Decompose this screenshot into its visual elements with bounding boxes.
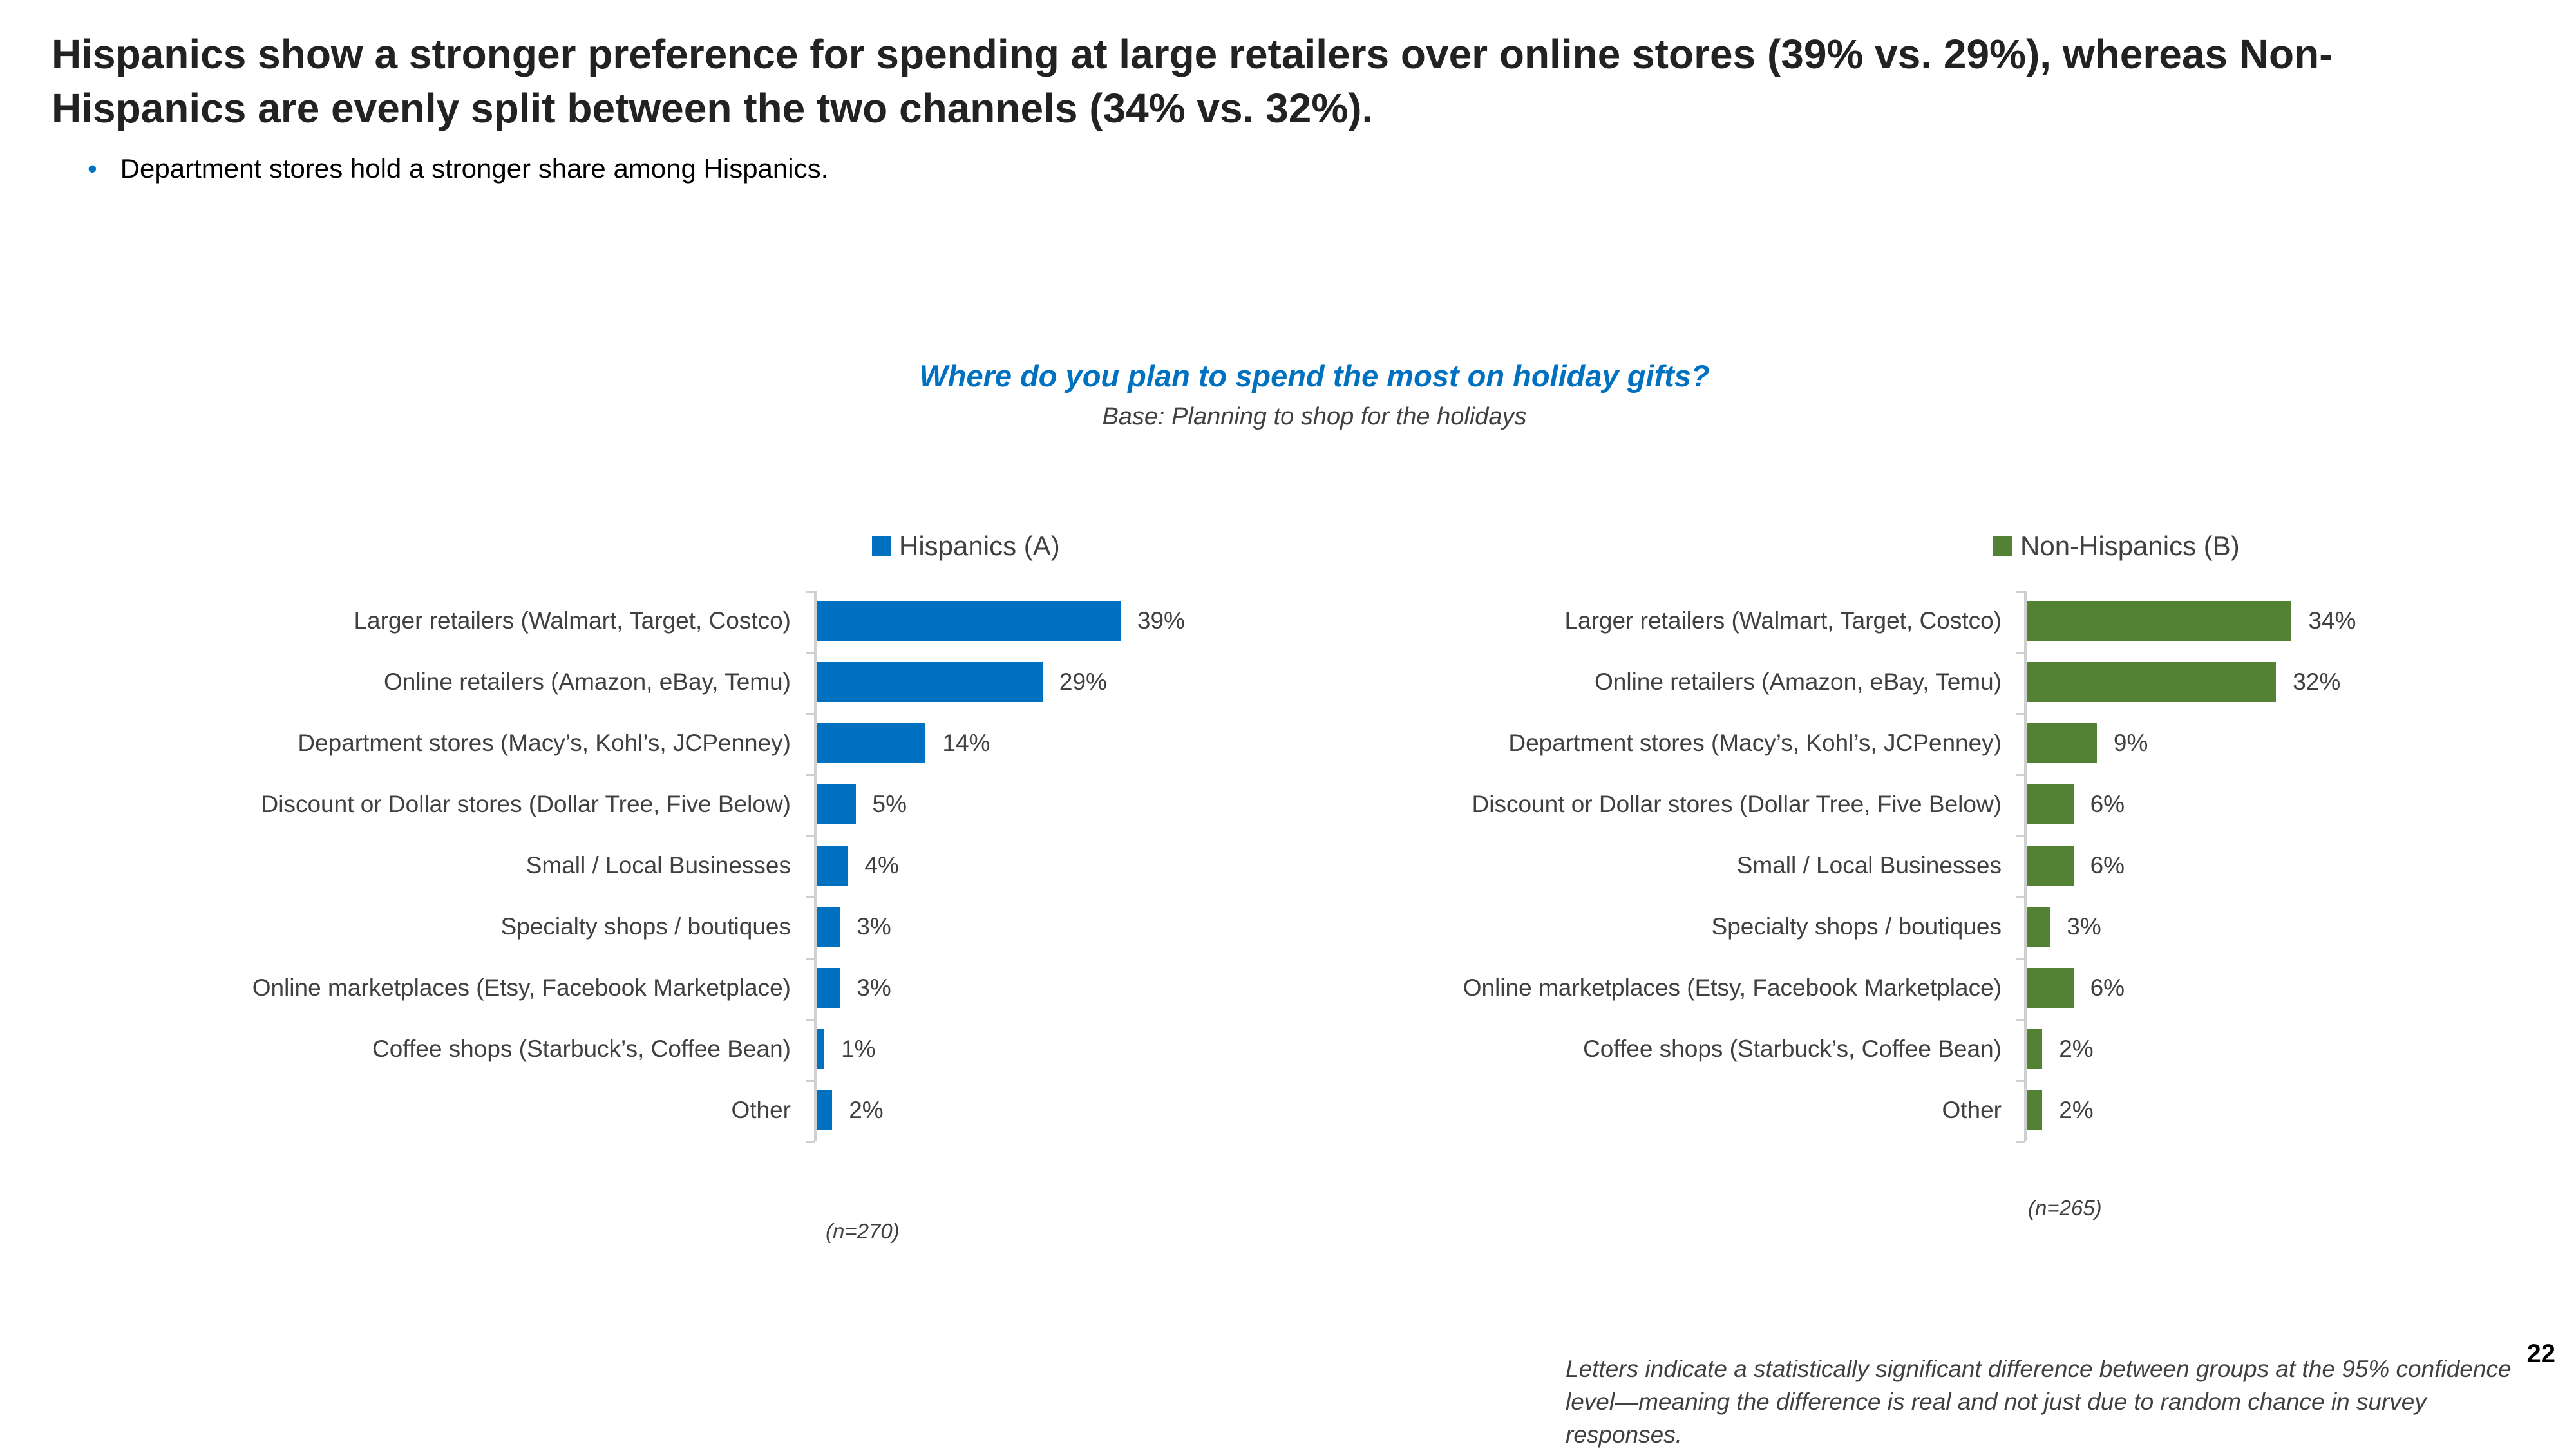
axis-tick [2016, 1079, 2025, 1082]
sample-size: (n=270) [826, 1219, 900, 1243]
data-label: 32% [2293, 669, 2341, 695]
footnote: Letters indicate a statistically signifi… [1566, 1356, 2512, 1448]
data-label: 6% [2090, 852, 2125, 878]
axis-tick [2016, 896, 2025, 898]
category-label: Other [1942, 1097, 2002, 1123]
bar [2027, 1029, 2043, 1069]
axis-tick [806, 590, 815, 593]
bar [2027, 907, 2050, 947]
axis-tick [806, 1141, 815, 1143]
data-label: 34% [2308, 607, 2356, 634]
category-label: Specialty shops / boutiques [500, 913, 791, 940]
axis-tick [2016, 651, 2025, 654]
category-label: Small / Local Businesses [1736, 852, 2002, 878]
page-number: 22 [2526, 1340, 2556, 1368]
axis-tick [2016, 712, 2025, 715]
slide-title: Hispanics show a stronger preference for… [52, 31, 2333, 131]
category-label: Discount or Dollar stores (Dollar Tree, … [261, 791, 791, 817]
axis-tick [806, 773, 815, 776]
category-label: Online retailers (Amazon, eBay, Temu) [384, 669, 791, 695]
category-label: Coffee shops (Starbuck’s, Coffee Bean) [372, 1036, 791, 1062]
legend-hispanics: Hispanics (A) [872, 531, 1060, 562]
axis-tick [806, 957, 815, 960]
y-axis [814, 590, 817, 1141]
data-label: 6% [2090, 791, 2125, 817]
data-label: 9% [2113, 730, 2148, 756]
category-label: Coffee shops (Starbuck’s, Coffee Bean) [1583, 1036, 2002, 1062]
axis-tick [2016, 590, 2025, 593]
data-label: 2% [849, 1097, 884, 1123]
data-label: 6% [2090, 974, 2125, 1001]
axis-tick [2016, 957, 2025, 960]
category-label: Small / Local Businesses [526, 852, 791, 878]
category-label: Discount or Dollar stores (Dollar Tree, … [1472, 791, 2002, 817]
legend-swatch [1993, 536, 2012, 556]
legend-swatch [872, 536, 891, 556]
axis-tick [806, 896, 815, 898]
category-label: Other [731, 1097, 791, 1123]
axis-tick [2016, 835, 2025, 837]
category-label: Online retailers (Amazon, eBay, Temu) [1595, 669, 2002, 695]
legend-label: Hispanics (A) [899, 531, 1060, 561]
bar [817, 846, 848, 886]
data-label: 3% [857, 913, 891, 940]
bullet-text: Department stores hold a stronger share … [120, 153, 829, 184]
data-label: 5% [872, 791, 907, 817]
data-label: 4% [864, 852, 899, 878]
bar [817, 784, 856, 824]
category-label: Department stores (Macy’s, Kohl’s, JCPen… [298, 730, 791, 756]
data-label: 3% [2067, 913, 2101, 940]
bar [2027, 968, 2074, 1008]
bar [817, 968, 840, 1008]
category-label: Department stores (Macy’s, Kohl’s, JCPen… [1508, 730, 2002, 756]
category-label: Online marketplaces (Etsy, Facebook Mark… [1463, 974, 2002, 1001]
bar [817, 601, 1121, 641]
bar [2027, 784, 2074, 824]
axis-tick [806, 712, 815, 715]
axis-tick [806, 651, 815, 654]
legend-label: Non-Hispanics (B) [2020, 531, 2240, 561]
legend-non-hispanics: Non-Hispanics (B) [1993, 531, 2240, 562]
axis-tick [2016, 1141, 2025, 1143]
chart-subtitle: Base: Planning to shop for the holidays [1102, 403, 1527, 430]
category-label: Specialty shops / boutiques [1711, 913, 2002, 940]
axis-tick [806, 1018, 815, 1021]
y-axis [2024, 590, 2027, 1141]
data-label: 14% [942, 730, 990, 756]
bar [2027, 846, 2074, 886]
data-label: 39% [1137, 607, 1185, 634]
bar [2027, 723, 2097, 763]
data-label: 1% [841, 1036, 876, 1062]
bar [817, 662, 1043, 702]
axis-tick [2016, 1018, 2025, 1021]
data-label: 2% [2059, 1036, 2094, 1062]
bar [2027, 1090, 2043, 1130]
category-label: Larger retailers (Walmart, Target, Costc… [354, 607, 791, 634]
data-label: 3% [857, 974, 891, 1001]
sample-size: (n=265) [2028, 1196, 2102, 1220]
axis-tick [806, 1079, 815, 1082]
category-label: Larger retailers (Walmart, Target, Costc… [1564, 607, 2002, 634]
axis-tick [2016, 773, 2025, 776]
bar [817, 723, 926, 763]
bar [817, 1090, 833, 1130]
data-label: 2% [2059, 1097, 2094, 1123]
category-label: Online marketplaces (Etsy, Facebook Mark… [252, 974, 791, 1001]
bar [817, 907, 840, 947]
bar [817, 1029, 825, 1069]
axis-tick [806, 835, 815, 837]
bullet-point: • Department stores hold a stronger share… [88, 153, 828, 184]
bullet-icon: • [88, 153, 97, 184]
bar [2027, 662, 2277, 702]
bar [2027, 601, 2292, 641]
chart-title: Where do you plan to spend the most on h… [919, 359, 1710, 393]
data-label: 29% [1059, 669, 1107, 695]
